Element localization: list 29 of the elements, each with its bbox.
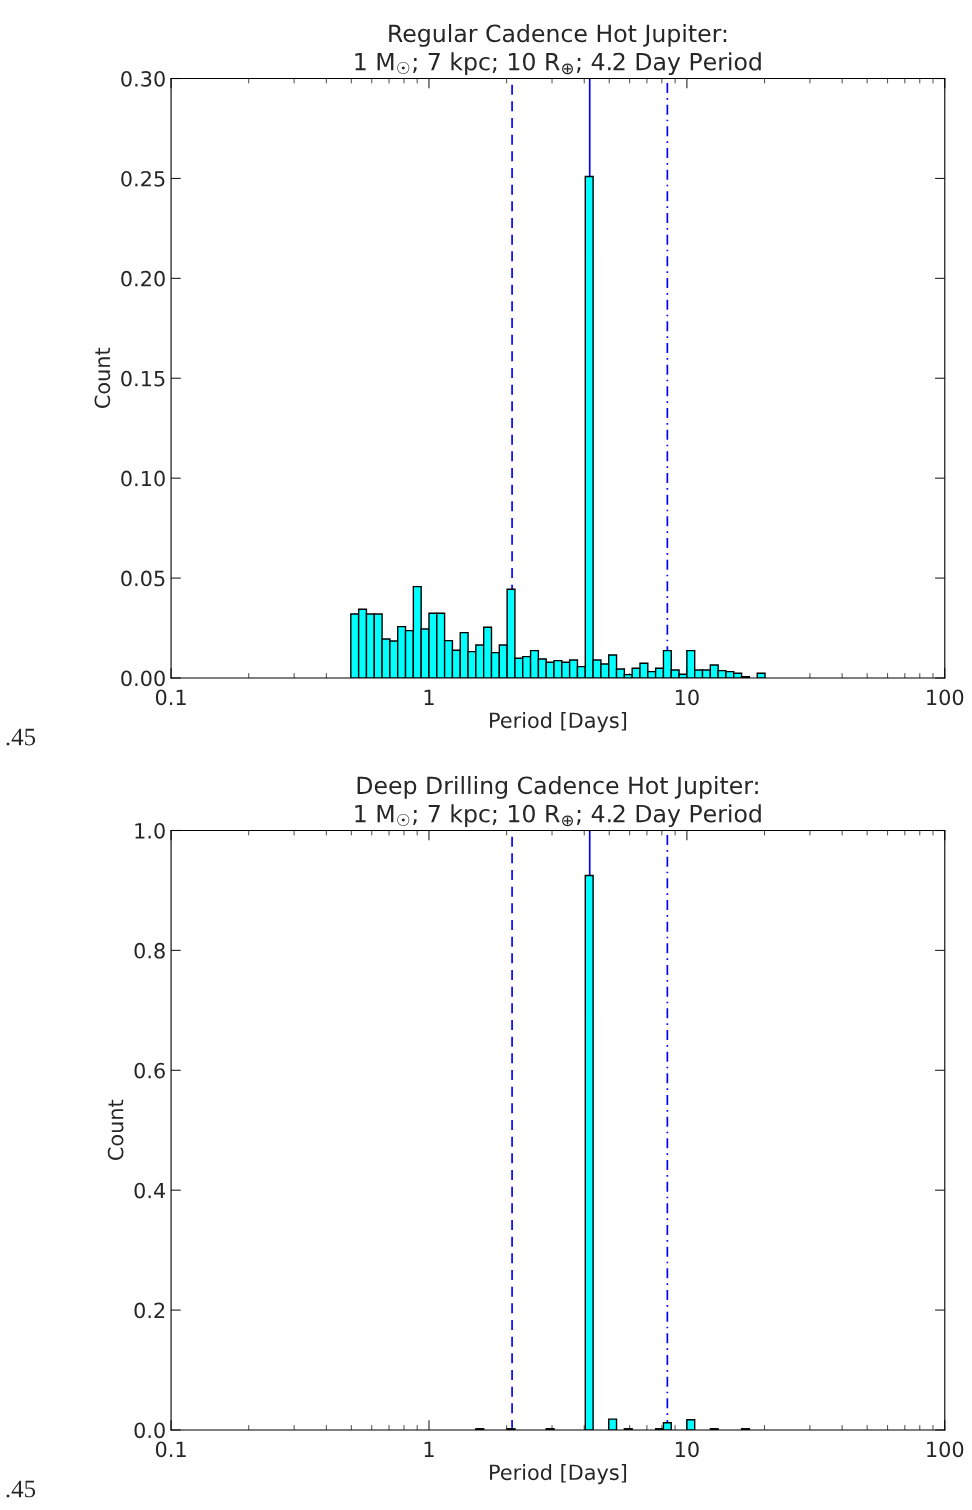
y-axis-title: Count	[94, 347, 111, 409]
y-tick-label: 0.00	[121, 670, 165, 687]
chart-title: Regular Cadence Hot Jupiter: 1 M$_{☉}$; 7 kpc; 10 R$_{⊕}$; 4.2 Day Period	[355, 24, 761, 76]
y-tick-label: 0.4	[134, 1182, 166, 1199]
x-tick-label: 1	[424, 1441, 434, 1457]
y-tick-label: 0.6	[134, 1062, 165, 1079]
x-tick-label: 100	[927, 689, 964, 706]
x-tick-label: 10	[675, 1441, 699, 1458]
y-axis-title: Count	[107, 1099, 124, 1160]
y-tick-label: 1.0	[135, 822, 165, 839]
y-tick-label: 0.25	[121, 170, 165, 187]
y-tick-label: 0.10	[121, 470, 165, 487]
x-tick-label: 10	[675, 689, 699, 706]
x-tick-label: 1	[424, 689, 434, 705]
y-tick-label: 0.15	[121, 370, 165, 387]
y-tick-label: 0.2	[134, 1302, 165, 1319]
text: .45	[6, 1480, 36, 1498]
x-tick-label: 0.1	[155, 1441, 186, 1458]
y-tick-label: 0.30	[121, 70, 165, 87]
text: .45	[6, 728, 36, 746]
chart-title: Deep Drilling Cadence Hot Jupiter: 1 M$_{☉}$; 7 kpc; 10 R$_{⊕}$; 4.2 Day Period	[355, 775, 761, 828]
x-tick-label: 0.1	[155, 689, 186, 706]
y-tick-label: 0.05	[121, 570, 165, 587]
y-tick-label: 0.8	[134, 942, 165, 959]
x-tick-label: 100	[927, 1441, 964, 1458]
x-axis-title: Period [Days]	[490, 712, 627, 733]
x-axis-title: Period [Days]	[490, 1464, 627, 1485]
y-tick-label: 0.20	[121, 270, 165, 287]
y-tick-label: 0.0	[134, 1422, 165, 1439]
